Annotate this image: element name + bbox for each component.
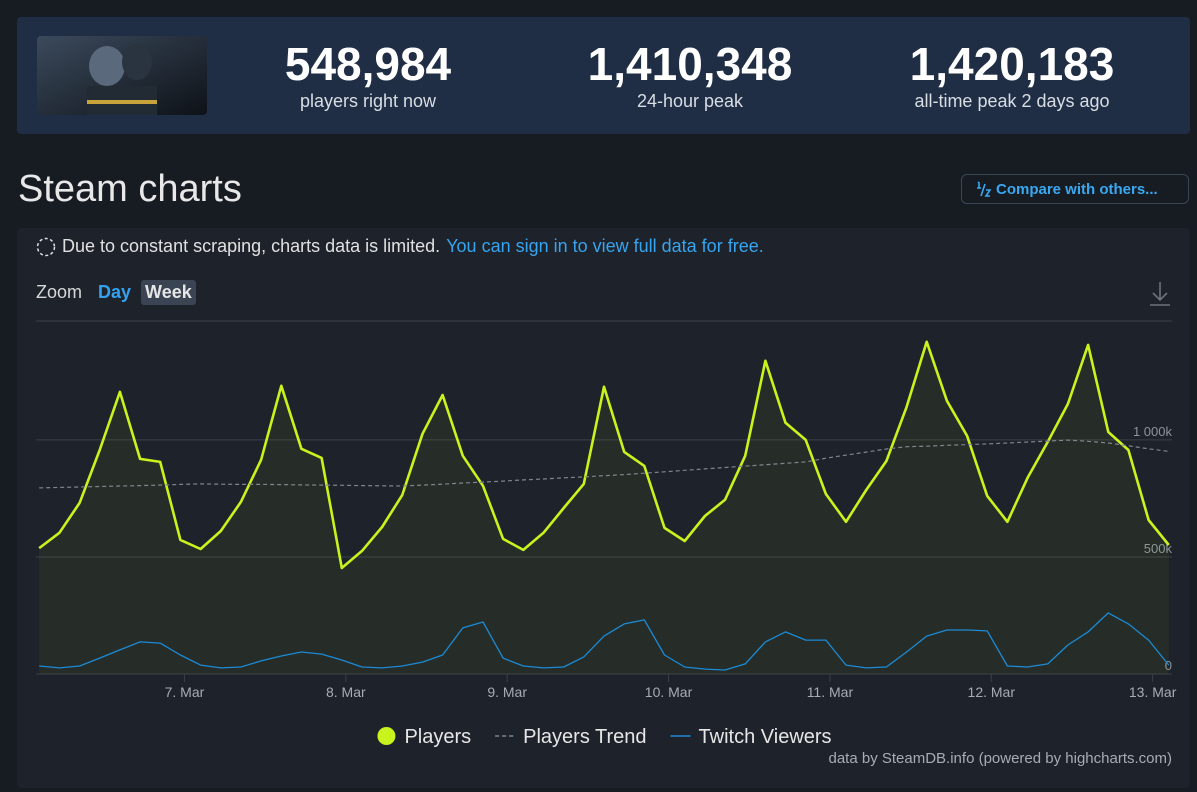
x-tick-label: 10. Mar: [645, 684, 693, 700]
x-tick-label: 7. Mar: [165, 684, 205, 700]
x-tick-label: 12. Mar: [968, 684, 1016, 700]
sign-in-link[interactable]: You can sign in to view full data for fr…: [446, 236, 764, 256]
series-area: [39, 341, 1169, 674]
legend: Players Players Trend Twitch Viewers: [377, 726, 832, 748]
notice: Due to constant scraping, charts data is…: [36, 236, 764, 257]
stat-all-time-peak: 1,420,183 all-time peak 2 days ago: [852, 39, 1172, 112]
compare-label: Compare with others...: [996, 180, 1158, 198]
notice-text: Due to constant scraping, charts data is…: [62, 236, 441, 256]
stat-label: 24-hour peak: [636, 91, 744, 111]
compare-button[interactable]: Compare with others...: [961, 174, 1189, 204]
stat-value: 1,410,348: [587, 38, 793, 90]
zoom-label: Zoom: [36, 282, 83, 302]
section-title: Steam charts: [18, 168, 242, 210]
x-tick-label: 9. Mar: [487, 684, 527, 700]
stat-label: players right now: [299, 91, 437, 111]
legend-item[interactable]: Players Trend: [495, 726, 647, 748]
legend-label: Players Trend: [523, 726, 646, 748]
legend-label: Twitch Viewers: [699, 726, 832, 748]
x-tick-label: 11. Mar: [807, 684, 854, 700]
stat-value: 548,984: [284, 38, 452, 90]
y-tick-label: 500k: [1144, 541, 1173, 556]
zoom-week[interactable]: Week: [141, 280, 196, 305]
y-tick-label: 1 000k: [1133, 424, 1173, 439]
legend-label: Players: [404, 726, 471, 748]
stat-current: 548,984 players right now: [208, 39, 528, 112]
stat-label: all-time peak 2 days ago: [914, 91, 1110, 111]
legend-item[interactable]: Twitch Viewers: [670, 726, 832, 748]
notice-icon: [36, 237, 56, 256]
game-image[interactable]: [37, 36, 207, 115]
compare-icon: [977, 181, 992, 197]
legend-symbol: [377, 727, 396, 745]
stat-24h-peak: 1,410,348 24-hour peak: [530, 39, 850, 112]
download-icon[interactable]: [1150, 282, 1170, 306]
zoom-controls: Zoom Day Week: [36, 280, 196, 305]
legend-item[interactable]: Players: [377, 726, 471, 748]
credits: data by SteamDB.info (powered by highcha…: [829, 750, 1173, 767]
zoom-day[interactable]: Day: [98, 282, 132, 302]
series-line: [39, 612, 1170, 671]
x-tick-label: 13. Mar: [1129, 684, 1177, 700]
series-line: [38, 340, 1170, 570]
y-tick-label: 0: [1165, 658, 1172, 673]
stat-value: 1,420,183: [909, 38, 1115, 90]
header-panel: 548,984 players right now 1,410,348 24-h…: [17, 17, 1190, 134]
x-tick-label: 8. Mar: [326, 684, 366, 700]
